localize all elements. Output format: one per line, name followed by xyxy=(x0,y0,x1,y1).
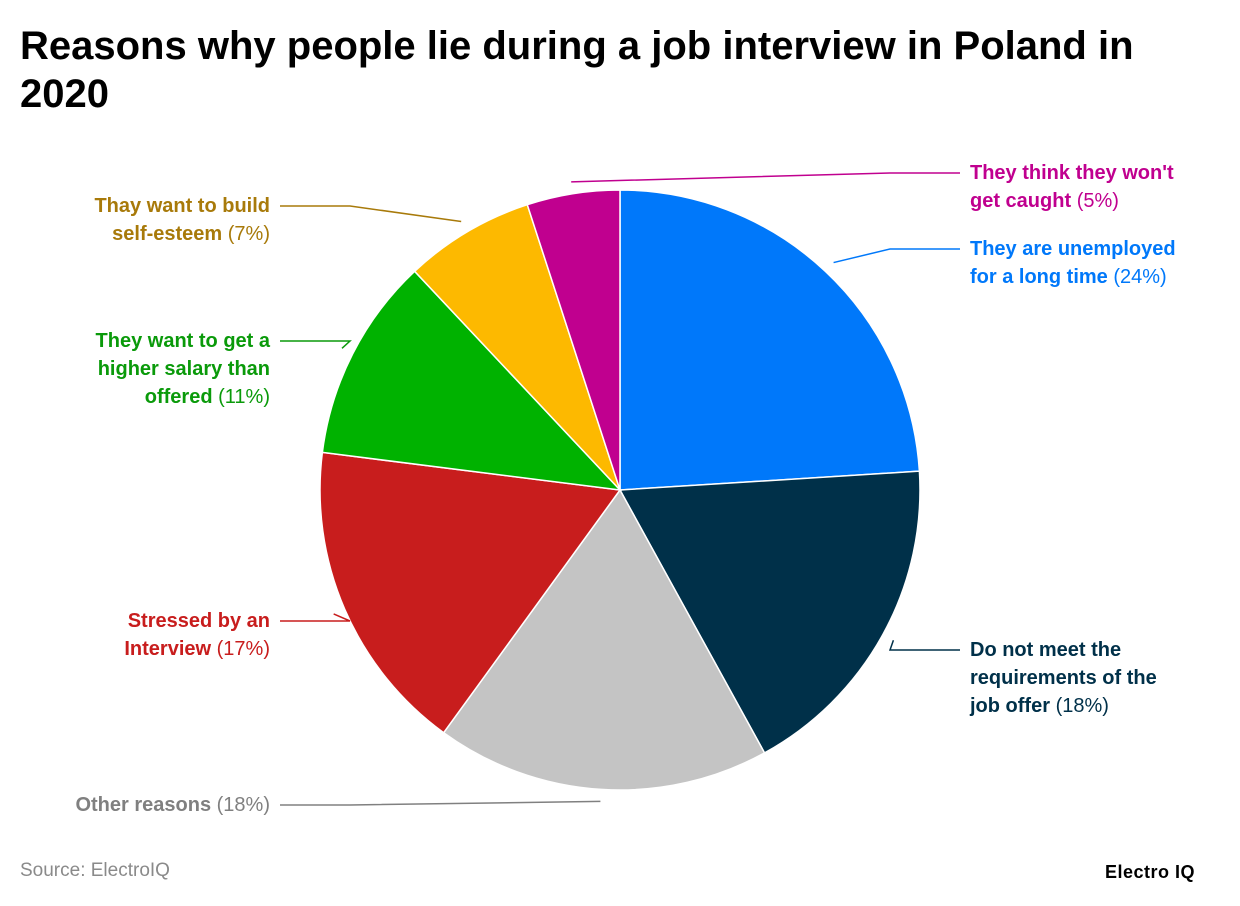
slice-label-line: Interview xyxy=(124,638,212,660)
slice-label-line: requirements of the xyxy=(970,667,1157,689)
slice-label-line: They want to get a xyxy=(95,330,270,352)
slice-percent: (7%) xyxy=(227,223,270,245)
slice-percent: (5%) xyxy=(1076,190,1119,212)
brand-logo: Electro IQ xyxy=(1105,862,1196,882)
slice-percent: (11%) xyxy=(218,386,270,408)
label-connector xyxy=(833,248,960,264)
label-connector xyxy=(888,640,960,651)
pie-slice xyxy=(413,203,621,491)
slice-label-line: They think they won't xyxy=(970,162,1174,184)
slice-percent: (18%) xyxy=(216,794,270,816)
slice-label-line: job offer xyxy=(970,695,1050,717)
slice-label-other: Other reasons (18%) xyxy=(75,791,270,819)
slice-label-salary: They want to get a higher salary than of… xyxy=(96,327,270,411)
label-connector xyxy=(280,613,351,622)
slice-label-stressed: Stressed by an Interview (17%) xyxy=(124,607,270,663)
chart-title: Reasons why people lie during a job inte… xyxy=(20,24,1134,116)
slice-label-line: offered xyxy=(144,386,213,408)
label-connector xyxy=(280,205,462,223)
slice-label-wont-get-caught: They think they won't get caught (5%) xyxy=(970,159,1174,215)
pie-slice xyxy=(321,270,622,492)
slice-label-requirements: Do not meet the requirements of the job … xyxy=(970,636,1157,720)
slice-label-line: Other reasons xyxy=(75,794,212,816)
slice-label-line: get caught xyxy=(970,190,1072,212)
pie-slice xyxy=(618,470,921,754)
source-note: Source: ElectroIQ xyxy=(20,860,170,881)
slice-label-line: Do not meet the xyxy=(970,639,1122,661)
pie-slice xyxy=(319,451,622,734)
slice-label-unemployed: They are unemployed for a long time (24%… xyxy=(970,235,1176,291)
label-connector xyxy=(280,340,352,349)
slice-label-line: Stressed by an xyxy=(127,610,270,632)
slice-label-self-esteem: Thay want to build self-esteem (7%) xyxy=(94,192,270,248)
slice-label-line: They are unemployed xyxy=(970,238,1176,260)
pie-slice xyxy=(526,189,621,491)
slice-label-line: for a long time xyxy=(970,266,1108,288)
pie-slice xyxy=(619,189,921,491)
slice-label-line: higher salary than xyxy=(97,358,270,380)
label-connector xyxy=(280,800,601,806)
slice-label-line: self-esteem xyxy=(112,223,223,245)
slice-percent: (17%) xyxy=(216,638,270,660)
pie-slice xyxy=(442,488,766,791)
label-connector xyxy=(571,172,960,183)
slice-percent: (24%) xyxy=(1113,266,1167,288)
slice-percent: (18%) xyxy=(1055,695,1109,717)
slice-label-line: Thay want to build xyxy=(94,195,270,217)
